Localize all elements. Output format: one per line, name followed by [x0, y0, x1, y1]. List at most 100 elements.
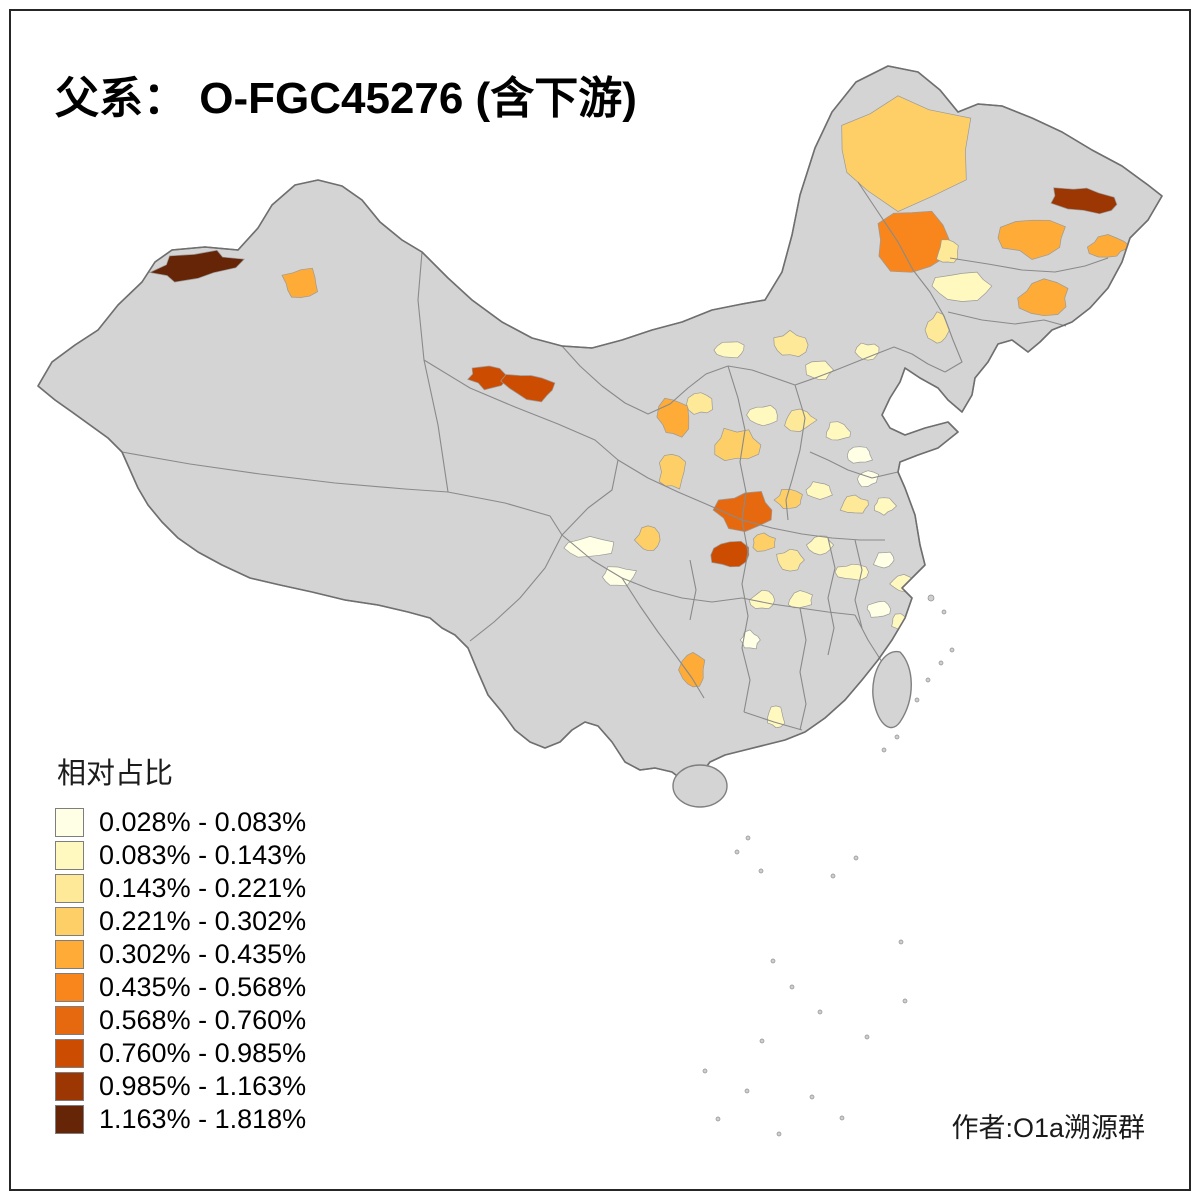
map-region-patch: [148, 249, 245, 283]
map-region-patch: [563, 536, 615, 558]
legend-range-label: 0.221% - 0.302%: [99, 906, 307, 936]
map-region-patch: [633, 525, 661, 552]
map-region-patch: [784, 408, 818, 432]
region-patches-layer: [148, 95, 1132, 729]
hainan-island: [672, 764, 728, 808]
legend-item: 0.221% - 0.302%: [55, 905, 306, 938]
map-region-patch: [656, 397, 690, 438]
taiwan-island: [872, 650, 912, 729]
map-region-patch: [825, 421, 851, 441]
legend-range-label: 0.083% - 0.143%: [99, 840, 307, 870]
province-border-line: [617, 459, 743, 521]
map-region-patch: [866, 600, 891, 618]
map-region-patch: [500, 374, 556, 403]
legend-item: 0.568% - 0.760%: [55, 1004, 306, 1037]
map-region-patch: [773, 488, 803, 509]
map-region-patch: [739, 629, 761, 650]
island-dot: [914, 697, 920, 703]
map-region-patch: [877, 210, 950, 273]
legend-range-label: 0.568% - 0.760%: [99, 1005, 307, 1035]
legend-range-label: 1.163% - 1.818%: [99, 1104, 307, 1134]
island-dot: [902, 998, 908, 1004]
map-region-patch: [686, 392, 713, 415]
map-region-patch: [846, 446, 873, 464]
map-region-patch: [1086, 234, 1132, 258]
province-border-line: [854, 539, 863, 629]
province-border-line: [947, 311, 1067, 327]
map-region-patch: [767, 705, 786, 729]
map-region-patch: [714, 427, 762, 461]
legend-item: 0.028% - 0.083%: [55, 806, 306, 839]
map-region-patch: [467, 365, 507, 391]
island-dot: [745, 835, 751, 841]
map-region-patch: [1017, 278, 1069, 317]
island-dot: [925, 677, 931, 683]
map-region-patch: [752, 532, 776, 552]
island-dot: [941, 609, 947, 615]
country-outline: [37, 65, 1163, 791]
figure-title: 父系： O-FGC45276 (含下游): [55, 74, 637, 123]
map-region-patch: [773, 329, 809, 357]
map-region-patch: [936, 239, 959, 264]
legend-items: 0.028% - 0.083% 0.083% - 0.143% 0.143% - 0…: [55, 806, 306, 1136]
legend-color-swatch: [55, 1039, 84, 1068]
province-border-line: [561, 345, 729, 415]
legend-range-label: 0.028% - 0.083%: [99, 807, 307, 837]
island-dot: [715, 1116, 721, 1122]
island-dot: [776, 1131, 782, 1137]
legend-color-swatch: [55, 1006, 84, 1035]
island-dot: [789, 984, 795, 990]
map-region-patch: [997, 219, 1066, 260]
island-dot: [938, 660, 944, 666]
legend-item: 1.163% - 1.818%: [55, 1103, 306, 1136]
map-region-patch: [931, 271, 993, 302]
island-dot: [864, 1034, 870, 1040]
legend-item: 0.435% - 0.568%: [55, 971, 306, 1004]
legend-item: 0.143% - 0.221%: [55, 872, 306, 905]
attribution: 作者:O1a溯源群: [951, 1113, 1145, 1143]
province-border-line: [121, 451, 449, 493]
legend-item: 0.985% - 1.163%: [55, 1070, 306, 1103]
island-dot: [853, 855, 859, 861]
island-dot: [744, 1088, 750, 1094]
island-dot: [809, 1094, 815, 1100]
map-region-patch: [1050, 187, 1118, 215]
island-dot: [770, 958, 776, 964]
province-border-line: [854, 614, 883, 663]
island-dot: [927, 594, 935, 602]
legend-item: 0.302% - 0.435%: [55, 938, 306, 971]
province-border-line: [689, 559, 697, 621]
legend-title: 相对占比: [57, 758, 174, 790]
legend-color-swatch: [55, 1105, 84, 1134]
province-border-line: [621, 577, 705, 699]
legend-color-swatch: [55, 907, 84, 936]
island-dot: [949, 647, 955, 653]
legend-color-swatch: [55, 808, 84, 837]
map-region-patch: [776, 548, 805, 572]
province-border-line: [741, 519, 751, 713]
legend-color-swatch: [55, 973, 84, 1002]
map-region-patch: [874, 497, 897, 516]
island-dot: [894, 734, 900, 740]
province-border-line: [799, 607, 807, 731]
map-region-patch: [746, 405, 778, 427]
island-dot: [830, 873, 836, 879]
province-border-line: [857, 181, 963, 373]
island-dot: [881, 747, 887, 753]
legend: 相对占比 0.028% - 0.083% 0.083% - 0.143% 0.143…: [55, 750, 306, 1136]
map-region-patch: [658, 454, 686, 490]
map-region-patch: [678, 652, 706, 688]
province-border-line: [727, 365, 747, 521]
legend-color-swatch: [55, 940, 84, 969]
island-dot: [734, 849, 740, 855]
province-border-line: [949, 257, 1109, 273]
mainland-shape: [37, 65, 1163, 791]
legend-range-label: 0.143% - 0.221%: [99, 873, 307, 903]
map-region-patch: [841, 95, 972, 212]
map-region-patch: [805, 360, 834, 381]
map-region-patch: [281, 267, 318, 298]
legend-range-label: 0.985% - 1.163%: [99, 1071, 307, 1101]
sea-islands: [702, 594, 955, 1137]
island-dot: [839, 1115, 845, 1121]
